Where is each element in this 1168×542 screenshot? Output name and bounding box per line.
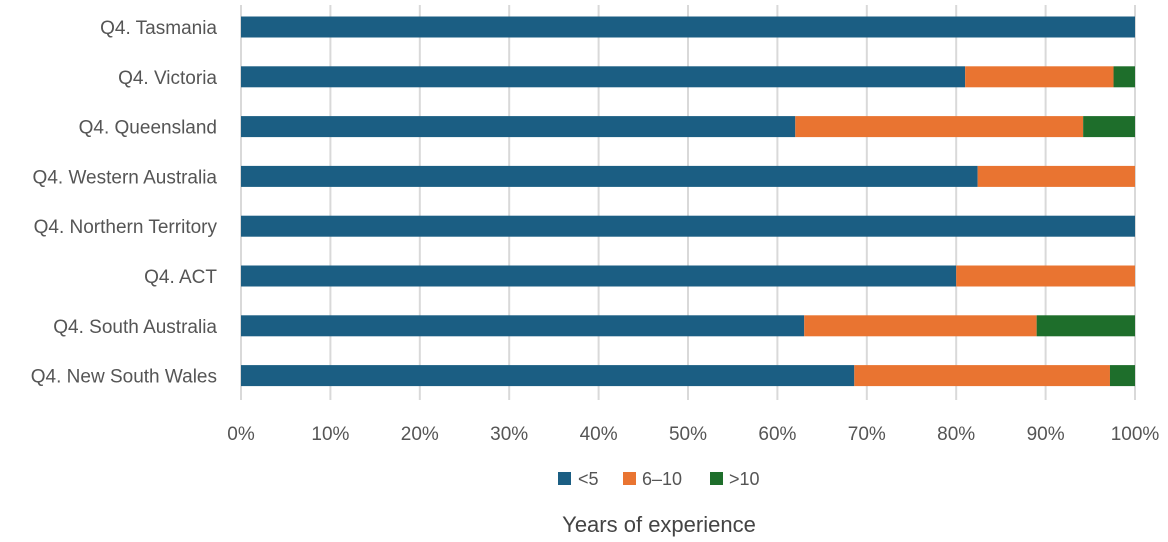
bar-segment xyxy=(965,66,1114,88)
bar-segment xyxy=(804,315,1037,337)
legend-swatch xyxy=(710,472,723,485)
category-label: Q4. South Australia xyxy=(53,317,217,338)
legend-swatch xyxy=(558,472,571,485)
bar-segment xyxy=(956,265,1135,287)
bar-segment xyxy=(241,116,796,138)
x-tick-label: 40% xyxy=(580,424,618,445)
bar-segment xyxy=(241,315,805,337)
x-tick-label: 50% xyxy=(669,424,707,445)
x-tick-label: 90% xyxy=(1027,424,1065,445)
x-tick-label: 60% xyxy=(758,424,796,445)
bar-segment xyxy=(241,165,978,187)
category-label: Q4. Queensland xyxy=(79,118,217,139)
category-labels: Q4. Tasmania Q4. Victoria Q4. Queensland Q4… xyxy=(31,18,218,388)
bar-segment xyxy=(1113,66,1135,88)
legend-swatch xyxy=(623,472,636,485)
x-tick-label: 10% xyxy=(311,424,349,445)
gridlines xyxy=(240,5,1136,400)
bar-segment xyxy=(241,215,1135,237)
bar-segment xyxy=(241,365,855,387)
bar-segment xyxy=(795,116,1084,138)
category-label: Q4. Northern Territory xyxy=(34,217,218,238)
category-label: Q4. New South Wales xyxy=(31,367,217,388)
x-tick-label: 30% xyxy=(490,424,528,445)
legend-label: 6–10 xyxy=(642,469,682,489)
x-axis-title: Years of experience xyxy=(562,512,756,537)
legend: <5 6–10 >10 xyxy=(558,469,760,489)
bar-segment xyxy=(241,265,957,287)
category-label: Q4. ACT xyxy=(144,267,217,288)
legend-label: >10 xyxy=(729,469,760,489)
category-label: Q4. Western Australia xyxy=(33,167,218,188)
bar-segment xyxy=(241,16,1135,38)
x-tick-label: 20% xyxy=(401,424,439,445)
category-label: Q4. Victoria xyxy=(118,68,217,89)
bar-segment xyxy=(1109,365,1135,387)
x-tick-label: 0% xyxy=(227,424,255,445)
bar-segment xyxy=(1036,315,1135,337)
bars xyxy=(241,16,1135,387)
bar-segment xyxy=(241,66,966,88)
x-tick-labels: 0% 10% 20% 30% 40% 50% 60% 70% 80% 90% 100% xyxy=(227,424,1159,445)
bar-segment xyxy=(854,365,1110,387)
legend-label: <5 xyxy=(578,469,599,489)
category-label: Q4. Tasmania xyxy=(100,18,217,39)
bar-segment xyxy=(1083,116,1135,138)
x-tick-label: 70% xyxy=(848,424,886,445)
x-tick-label: 80% xyxy=(937,424,975,445)
bar-segment xyxy=(977,165,1135,187)
x-tick-label: 100% xyxy=(1111,424,1160,445)
